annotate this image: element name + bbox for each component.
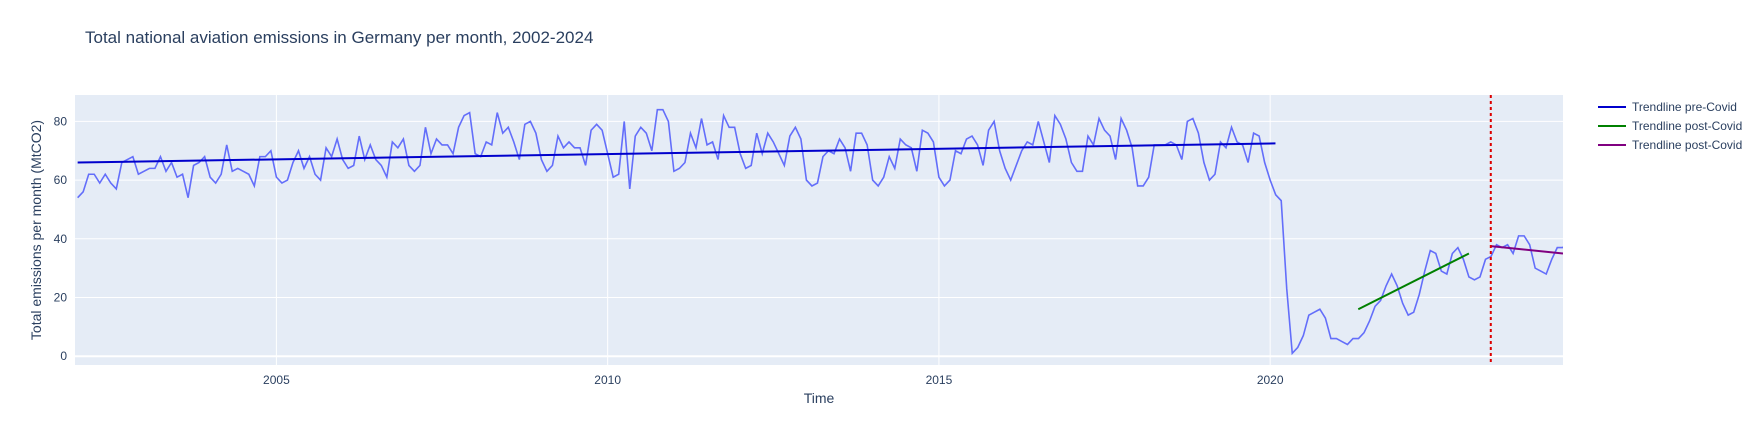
trend-line — [1357, 252, 1470, 311]
y-tick-label: 80 — [54, 114, 68, 128]
y-axis-ticks: 0 20 40 60 80 — [54, 114, 68, 363]
x-tick-label: 2010 — [594, 373, 621, 387]
x-tick-label: 2005 — [263, 373, 290, 387]
y-tick-label: 40 — [54, 232, 68, 246]
x-tick-label: 2020 — [1257, 373, 1284, 387]
legend: Trendline pre-Covid Trendline post-Covid T… — [1598, 100, 1742, 152]
y-tick-label: 0 — [60, 349, 67, 363]
trend-line — [77, 142, 1276, 164]
trend-line — [1490, 245, 1563, 255]
monthly-emissions-line — [77, 108, 1563, 356]
legend-label: Trendline post-Covid — [1632, 119, 1742, 133]
plot-area — [75, 95, 1563, 365]
legend-label: Trendline post-Covid — [1632, 138, 1742, 152]
y-tick-label: 60 — [54, 173, 68, 187]
y-axis-title: Total emissions per month (MtCO2) — [28, 120, 44, 340]
chart-title: Total national aviation emissions in Ger… — [85, 28, 593, 47]
x-tick-label: 2015 — [926, 373, 953, 387]
trend-lines — [77, 142, 1563, 311]
y-tick-label: 20 — [54, 291, 68, 305]
legend-label: Trendline pre-Covid — [1632, 100, 1737, 114]
x-axis-ticks: 2005 2010 2015 2020 — [263, 373, 1284, 387]
gridlines — [75, 95, 1563, 365]
x-axis-title: Time — [804, 390, 835, 406]
